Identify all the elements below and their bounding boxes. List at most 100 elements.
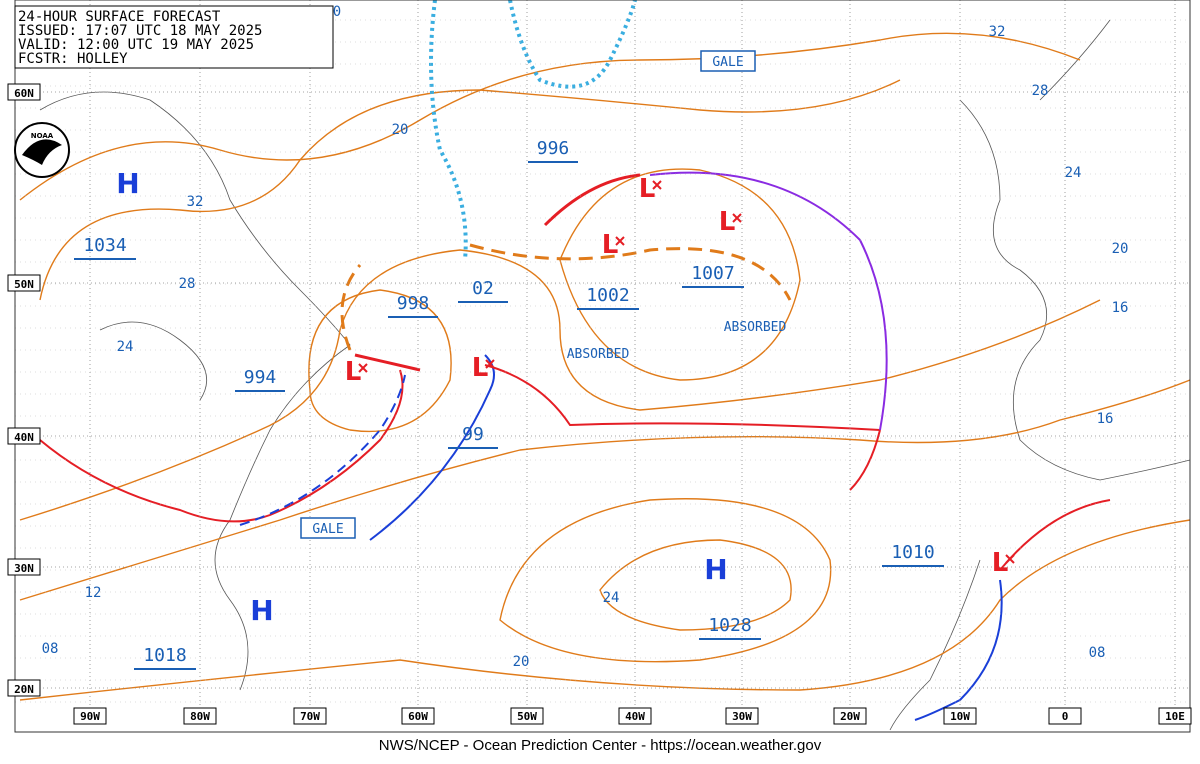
pressure-label: 998 bbox=[397, 293, 430, 314]
gale-box bbox=[700, 50, 756, 72]
high-center: H bbox=[116, 167, 139, 200]
lon-box bbox=[833, 707, 867, 725]
lon-box bbox=[183, 707, 217, 725]
stationary-front bbox=[484, 364, 881, 431]
cold-front bbox=[239, 374, 406, 526]
coastlines bbox=[39, 19, 1191, 731]
lon-label: 10E bbox=[1165, 710, 1185, 723]
lon-box bbox=[943, 707, 977, 725]
pressure-label: 1018 bbox=[143, 645, 186, 666]
pressure-label: 1002 bbox=[586, 285, 629, 306]
low-center: L bbox=[472, 353, 489, 383]
low-center: L bbox=[345, 357, 362, 387]
lon-label: 70W bbox=[300, 710, 320, 723]
low-x bbox=[732, 213, 742, 223]
low-x bbox=[652, 180, 662, 190]
isobar bbox=[19, 379, 1191, 601]
pressure-label: 99 bbox=[462, 424, 484, 445]
isobar-label: 20 bbox=[392, 122, 409, 138]
pressure-label: 02 bbox=[472, 278, 494, 299]
warm-front bbox=[39, 369, 404, 523]
low-center: L bbox=[639, 174, 656, 204]
lon-box bbox=[73, 707, 107, 725]
lat-label: 50N bbox=[14, 278, 34, 291]
lon-label: 20W bbox=[840, 710, 860, 723]
isobar-label: 28 bbox=[179, 276, 196, 292]
high-center: H bbox=[250, 594, 273, 627]
logo-bird bbox=[22, 139, 62, 165]
isobars bbox=[19, 32, 1191, 701]
pressure-label: 1028 bbox=[708, 615, 751, 636]
header-line: FCSTR: HOLLEY bbox=[18, 51, 128, 67]
cold-front bbox=[369, 354, 495, 541]
coast bbox=[959, 99, 1191, 481]
lat-box bbox=[7, 427, 41, 445]
lat-label: 60N bbox=[14, 87, 34, 100]
low-center: L bbox=[602, 230, 619, 260]
lon-label: 0 bbox=[1062, 710, 1069, 723]
isobar-label: 12 bbox=[85, 585, 102, 601]
isobar bbox=[599, 539, 792, 631]
isobar bbox=[19, 519, 1191, 701]
isobar-label: 28 bbox=[1032, 83, 1049, 99]
lon-label: 90W bbox=[80, 710, 100, 723]
absorbed-label: ABSORBED bbox=[724, 320, 787, 335]
low-x bbox=[1005, 554, 1015, 564]
isobar-label: 20 bbox=[1112, 241, 1129, 257]
lakes bbox=[99, 321, 208, 401]
high-center: H bbox=[704, 553, 727, 586]
lon-label: 60W bbox=[408, 710, 428, 723]
pressure-label: 1007 bbox=[691, 263, 734, 284]
isobar-label: 08 bbox=[42, 641, 59, 657]
lon-label: 40W bbox=[625, 710, 645, 723]
isobar bbox=[559, 168, 801, 381]
pressure-label: 1010 bbox=[891, 542, 934, 563]
isobar bbox=[19, 249, 1101, 521]
lon-box bbox=[1048, 707, 1082, 725]
map-frame bbox=[14, 0, 1191, 733]
logo-text: NOAA bbox=[31, 132, 54, 140]
low-x bbox=[358, 363, 368, 373]
isobar bbox=[19, 32, 1081, 201]
isobar bbox=[308, 289, 452, 433]
low-center: L bbox=[992, 548, 1009, 578]
lon-label: 30W bbox=[732, 710, 752, 723]
low-center: L bbox=[719, 207, 736, 237]
isobar-label: 32 bbox=[187, 194, 204, 210]
lon-box bbox=[725, 707, 759, 725]
lon-box bbox=[293, 707, 327, 725]
low-x bbox=[485, 359, 495, 369]
lon-label: 50W bbox=[517, 710, 537, 723]
coast bbox=[889, 559, 981, 731]
gale-box bbox=[300, 517, 356, 539]
fronts bbox=[39, 171, 1111, 721]
warm-front bbox=[849, 429, 881, 491]
absorbed-label: ABSORBED bbox=[567, 347, 630, 362]
lat-box bbox=[7, 274, 41, 292]
isobar-label: 0 bbox=[333, 4, 341, 20]
lon-label: 80W bbox=[190, 710, 210, 723]
lon-box bbox=[1158, 707, 1192, 725]
header-line: VALID: 12:00 UTC 19 MAY 2025 bbox=[18, 37, 254, 53]
isobar-label: 08 bbox=[1089, 645, 1106, 661]
cold-front bbox=[914, 579, 1003, 721]
pressure-label: 1034 bbox=[83, 235, 126, 256]
gale-label: GALE bbox=[712, 55, 743, 70]
header-line: 24-HOUR SURFACE FORECAST bbox=[18, 9, 221, 25]
lat-box bbox=[7, 558, 41, 576]
isobar-label: 24 bbox=[603, 590, 620, 606]
isobar-label: 24 bbox=[117, 339, 134, 355]
lon-box bbox=[510, 707, 544, 725]
lat-label: 40N bbox=[14, 431, 34, 444]
trough bbox=[340, 243, 792, 351]
isobar-label: 16 bbox=[1097, 411, 1114, 427]
isobar bbox=[499, 498, 832, 663]
isobar-label: 24 bbox=[1065, 165, 1082, 181]
pressure-label: 996 bbox=[537, 138, 570, 159]
isobar-label: 32 bbox=[989, 24, 1006, 40]
ice-line bbox=[508, 0, 637, 89]
lon-box bbox=[618, 707, 652, 725]
lat-box bbox=[7, 83, 41, 101]
